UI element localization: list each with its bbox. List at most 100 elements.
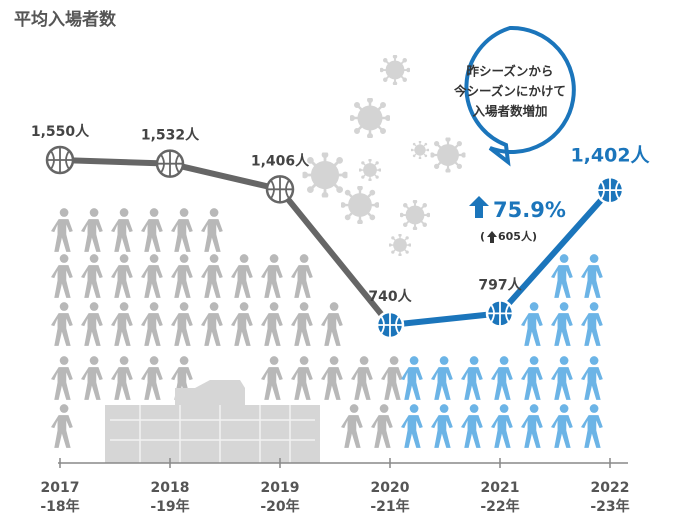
- change-amount: 605人): [498, 229, 537, 243]
- x-tick-label: -19年: [150, 498, 189, 515]
- person-icon: [111, 254, 133, 298]
- ball-seam: [487, 300, 513, 327]
- person-icon: [261, 254, 283, 298]
- value-label: 1,532人: [141, 127, 200, 144]
- x-tick-label: 2021: [481, 480, 520, 496]
- person-icon: [111, 208, 133, 252]
- person-icon: [581, 302, 603, 346]
- value-label: 1,550人: [31, 123, 90, 140]
- change-percent: 75.9%: [493, 198, 566, 222]
- person-icon: [51, 254, 73, 298]
- person-icon: [581, 254, 603, 298]
- person-icon: [321, 302, 343, 346]
- chart-title: 平均入場者数: [14, 9, 117, 30]
- callout-text: 入場者数増加: [472, 104, 547, 119]
- x-tick-label: 2022: [591, 480, 630, 496]
- virus-icon: [350, 98, 390, 138]
- x-tick-label: 2017: [41, 480, 80, 496]
- person-icon: [321, 356, 343, 400]
- person-icon: [171, 254, 193, 298]
- callout-bubble: 昨シーズンから 今シーズンにかけて 入場者数増加: [453, 25, 576, 167]
- person-icon: [461, 356, 483, 400]
- ball-seam: [47, 147, 73, 173]
- virus-icon: [411, 141, 429, 159]
- person-icon: [551, 302, 573, 346]
- small-up-arrow: [487, 231, 497, 243]
- x-tick-label: -18年: [40, 498, 79, 515]
- person-icon: [201, 254, 223, 298]
- ball-marker: [485, 299, 515, 328]
- up-arrow: [469, 196, 489, 218]
- callout-text: 今シーズンにかけて: [453, 84, 566, 99]
- virus-icon: [389, 234, 411, 256]
- person-icon: [461, 404, 483, 448]
- person-icon: [81, 302, 103, 346]
- person-icon: [341, 404, 363, 448]
- plot: 2017 -18年 2018 -19年 2019 -20年 2020 -21年 2021 -22年…: [31, 123, 651, 515]
- x-tick-label: -22年: [480, 498, 519, 515]
- x-tick-label: -20年: [260, 498, 299, 515]
- person-icon: [141, 302, 163, 346]
- callout-text: 昨シーズンから: [467, 64, 554, 79]
- ball-marker: [155, 149, 185, 178]
- person-icon: [261, 302, 283, 346]
- virus-icon: [359, 159, 381, 181]
- person-icon: [431, 356, 453, 400]
- person-icon: [371, 404, 393, 448]
- value-label: 1,406人: [251, 152, 310, 169]
- virus-icon: [400, 200, 430, 230]
- ball-seam: [267, 176, 293, 203]
- person-icon: [141, 208, 163, 252]
- person-icon: [51, 404, 73, 448]
- virus-icon: [341, 186, 379, 224]
- person-icon: [201, 302, 223, 346]
- person-icon: [551, 404, 573, 448]
- person-icon: [291, 302, 313, 346]
- virus-icon: [380, 55, 410, 85]
- ball-seam: [597, 177, 623, 204]
- person-icon: [111, 302, 133, 346]
- value-label: 740人: [368, 288, 412, 305]
- person-icon: [261, 356, 283, 400]
- person-icon: [581, 356, 603, 400]
- person-icon: [51, 356, 73, 400]
- x-tick-label: 2019: [261, 480, 300, 496]
- x-tick-label: 2020: [371, 480, 410, 496]
- person-icon: [231, 254, 253, 298]
- person-icon: [51, 302, 73, 346]
- person-icon: [521, 404, 543, 448]
- person-icon: [201, 208, 223, 252]
- person-icon: [581, 404, 603, 448]
- person-icon: [491, 356, 513, 400]
- person-icon: [521, 356, 543, 400]
- ball-marker: [45, 145, 75, 175]
- x-tick-label: 2018: [151, 480, 190, 496]
- stadium: [105, 380, 320, 463]
- ball-marker: [595, 175, 625, 205]
- person-icon: [381, 356, 403, 400]
- virus-icon: [430, 137, 466, 173]
- person-icon: [291, 254, 313, 298]
- person-icon: [51, 208, 73, 252]
- person-icon: [521, 302, 543, 346]
- ball-seam: [157, 150, 183, 177]
- ball-marker: [265, 175, 295, 204]
- person-icon: [141, 356, 163, 400]
- ball-marker: [375, 310, 405, 340]
- person-icon: [81, 208, 103, 252]
- line-segment: [59, 157, 393, 327]
- person-icon: [231, 302, 253, 346]
- person-icon: [81, 254, 103, 298]
- person-icon: [291, 356, 313, 400]
- person-icon: [111, 356, 133, 400]
- ball-seam: [377, 312, 403, 338]
- person-icon: [401, 404, 423, 448]
- person-icon: [491, 404, 513, 448]
- x-tick-label: -23年: [590, 498, 629, 515]
- value-label: 797人: [478, 276, 522, 293]
- person-icon: [171, 302, 193, 346]
- person-icon: [351, 356, 373, 400]
- person-icon: [431, 404, 453, 448]
- person-icon: [141, 254, 163, 298]
